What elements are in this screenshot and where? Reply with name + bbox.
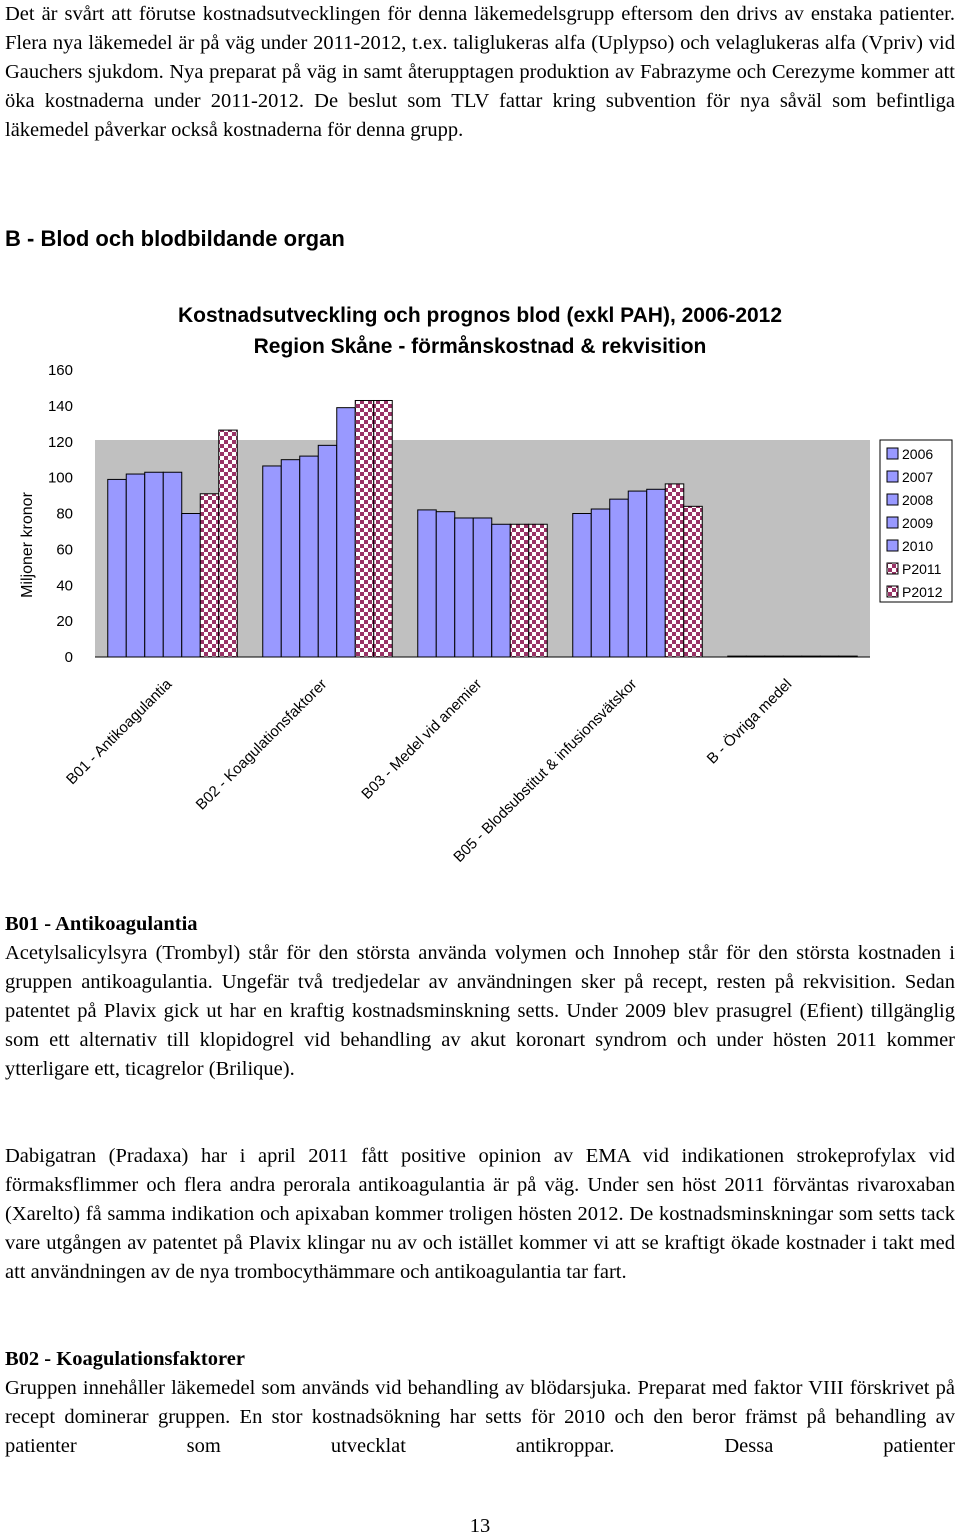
legend-label: 2010 (902, 538, 933, 554)
bar (373, 399, 393, 658)
bar (280, 459, 301, 658)
bar (435, 511, 456, 658)
legend-label: 2006 (902, 446, 933, 462)
bar (472, 517, 493, 658)
y-axis-label: Miljoner kronor (19, 491, 36, 597)
bar (801, 655, 821, 658)
legend-label: P2012 (902, 584, 943, 600)
y-tick-label: 100 (48, 470, 73, 487)
bar (125, 473, 146, 658)
bar (572, 513, 592, 658)
intro-paragraph: Det är svårt att förutse kostnadsutveckl… (5, 3, 955, 141)
legend-swatch (886, 562, 899, 575)
y-tick-label: 60 (56, 541, 73, 558)
chart-subtitle: Region Skåne - förmånskostnad & rekvisit… (254, 335, 707, 358)
legend-label: 2008 (902, 492, 933, 508)
bar (819, 655, 840, 658)
bar (299, 455, 319, 658)
legend-label: 2007 (902, 469, 933, 485)
bar (417, 509, 437, 658)
page-number: 13 (469, 1515, 491, 1537)
bar (646, 488, 666, 658)
x-tick-label: B02 - Koagulationsfaktorer (193, 676, 331, 814)
legend-swatch (886, 493, 899, 506)
legend-label: P2011 (902, 561, 942, 577)
bar (782, 655, 803, 658)
legend-swatch (886, 516, 899, 529)
bar (727, 655, 747, 658)
section-heading: B - Blod och blodbildande organ (5, 226, 345, 251)
y-tick-label: 140 (48, 398, 73, 415)
x-tick-label: B03 - Medel vid anemier (358, 676, 485, 803)
bar (683, 505, 703, 658)
bar (336, 407, 356, 658)
section-heading: B02 - Koagulationsfaktorer (5, 1348, 245, 1370)
bar (528, 523, 548, 658)
bar (317, 444, 338, 658)
bar (181, 513, 201, 658)
bar (664, 483, 685, 658)
legend-swatch (886, 470, 899, 483)
bar (627, 490, 648, 658)
y-tick-label: 80 (56, 506, 73, 523)
legend-swatch (886, 585, 899, 598)
bar (590, 508, 611, 658)
y-tick-label: 0 (65, 649, 73, 666)
bar (509, 523, 530, 658)
bar (354, 399, 375, 658)
x-tick-label: B01 - Antikoagulantia (63, 675, 176, 788)
bar (609, 498, 629, 658)
y-tick-label: 40 (56, 577, 73, 594)
y-tick-label: 20 (56, 613, 73, 630)
bar (262, 465, 282, 658)
bar (764, 655, 784, 658)
bar (162, 471, 183, 658)
bar (454, 517, 474, 658)
x-tick-label: B05 - Blodsubstitut & infusionsvätskor (450, 676, 640, 866)
section-heading: B01 - Antikoagulantia (5, 913, 198, 935)
bar (745, 655, 766, 658)
y-tick-label: 160 (48, 362, 73, 379)
paragraph: Acetylsalicylsyra (Trombyl) står för den… (5, 942, 955, 1080)
bar (838, 655, 858, 658)
bar (107, 478, 127, 658)
chart-title: Kostnadsutveckling och prognos blod (exk… (178, 304, 782, 327)
x-tick-label: B - Övriga medel (703, 675, 795, 767)
bar (144, 471, 164, 658)
paragraph: Gruppen innehåller läkemedel som används… (5, 1377, 955, 1457)
chart: Kostnadsutveckling och prognos blod (exk… (19, 304, 953, 866)
legend-swatch (886, 539, 899, 552)
bar (218, 429, 238, 658)
paragraph: Dabigatran (Pradaxa) har i april 2011 få… (5, 1145, 955, 1283)
y-tick-label: 120 (48, 434, 73, 451)
legend-swatch (886, 447, 899, 460)
legend-label: 2009 (902, 515, 933, 531)
bar (491, 523, 511, 658)
bar (199, 493, 220, 658)
